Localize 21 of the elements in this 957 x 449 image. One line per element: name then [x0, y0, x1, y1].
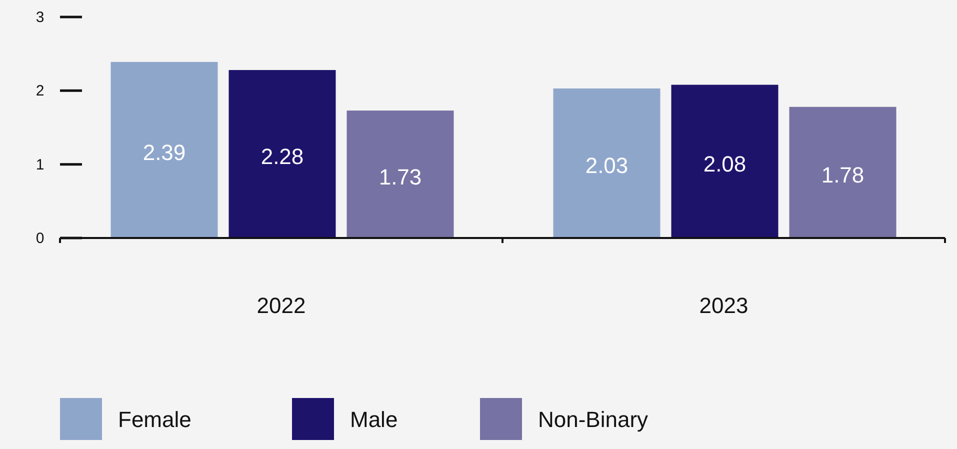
y-tick-label: 2	[36, 82, 44, 100]
data-label: 1.78	[821, 162, 864, 188]
data-label: 2.39	[142, 140, 186, 165]
x-tick-label: 2023	[699, 293, 748, 318]
legend-label: Non-Binary	[538, 407, 648, 432]
y-tick-label: 3	[36, 9, 44, 26]
bar	[110, 62, 218, 238]
legend-label: Male	[350, 407, 398, 432]
y-tick-label: 0	[36, 230, 44, 247]
bar	[671, 84, 778, 238]
y-tick-label: 1	[36, 156, 44, 174]
bar	[789, 106, 896, 238]
data-label: 2.03	[585, 153, 628, 178]
bar	[553, 88, 660, 238]
legend-label: Female	[118, 407, 192, 432]
x-tick-label: 2022	[256, 293, 306, 318]
bar	[346, 110, 454, 238]
data-label: 2.08	[703, 151, 746, 176]
bar	[228, 70, 336, 238]
data-label: 2.28	[260, 144, 304, 170]
data-label: 1.73	[378, 164, 422, 190]
